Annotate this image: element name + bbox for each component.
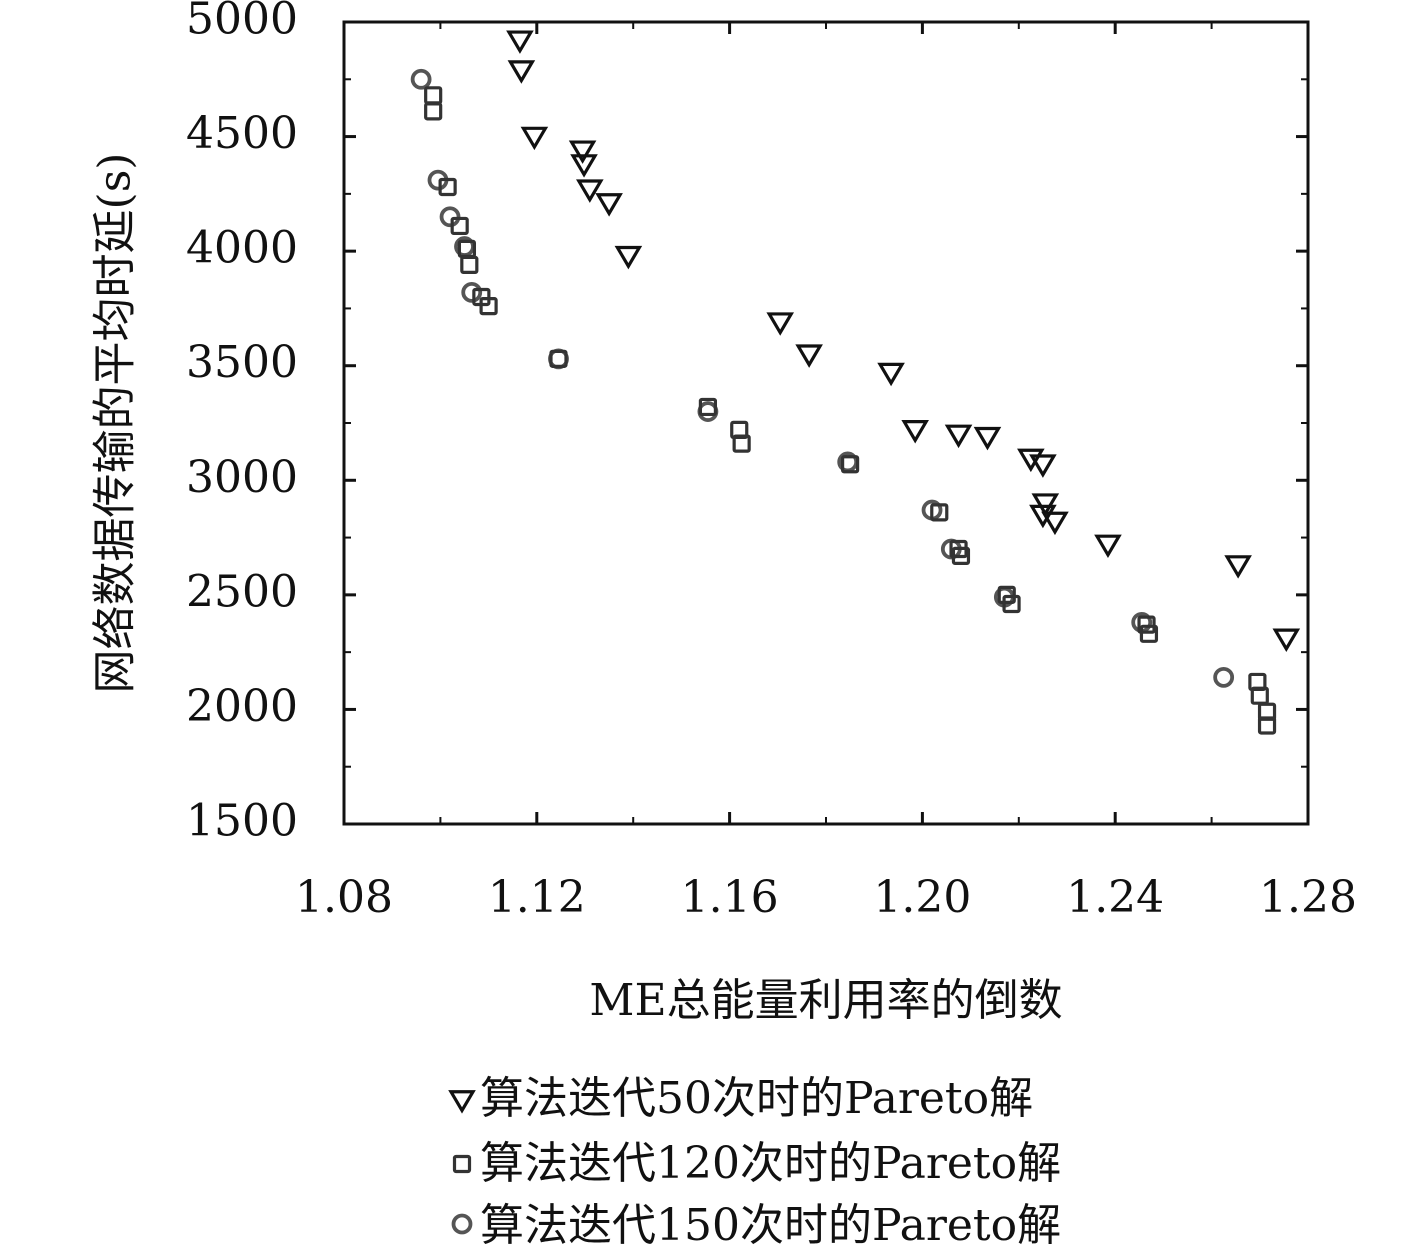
legend: 算法迭代50次时的Pareto解 算法迭代120次时的Pareto解 算法迭代1… <box>448 1073 1061 1251</box>
data-point-square <box>479 297 498 316</box>
data-point-circle <box>410 68 432 90</box>
y-tick-label: 3500 <box>186 337 298 388</box>
x-tick-label: 1.20 <box>873 872 971 923</box>
data-point-triangle-down <box>1272 628 1301 652</box>
plot-frame <box>342 20 1310 826</box>
x-tick-label: 1.16 <box>681 872 779 923</box>
data-point-triangle-down <box>795 344 823 368</box>
y-axis-label: 网络数据传输的平均时延(s) <box>90 153 141 694</box>
data-point-square <box>1137 615 1156 634</box>
data-point-triangle-down <box>1017 448 1045 473</box>
x-tick-label: 1.12 <box>488 872 586 923</box>
data-point-triangle-down <box>877 362 905 387</box>
data-point-square <box>1002 594 1021 614</box>
series-triangle-down <box>506 30 1301 652</box>
data-point-triangle-down <box>520 126 549 151</box>
data-point-triangle-down <box>506 30 534 54</box>
data-point-square <box>438 177 457 197</box>
data-point-square <box>698 397 718 417</box>
axis-ticks <box>342 20 1310 826</box>
data-point-triangle-down <box>1031 493 1060 517</box>
data-point-triangle-down <box>1094 534 1122 559</box>
data-point-triangle-down <box>507 60 536 84</box>
data-point-triangle-down <box>1029 454 1057 478</box>
data-point-square <box>460 255 479 274</box>
data-point-circle <box>461 281 483 303</box>
data-point-triangle-down <box>901 420 929 444</box>
data-point-triangle-down <box>576 179 604 203</box>
data-point-triangle-down <box>1224 555 1252 579</box>
series-square <box>424 86 1277 735</box>
data-point-square <box>1139 624 1159 643</box>
legend-marker-square-icon <box>452 1154 472 1174</box>
data-point-triangle-down <box>944 424 973 449</box>
data-point-square <box>732 434 751 453</box>
data-point-square <box>951 546 971 566</box>
data-point-triangle-down <box>570 154 598 178</box>
data-point-triangle-down <box>766 312 795 336</box>
data-point-square <box>450 216 469 236</box>
data-point-square <box>1257 716 1277 735</box>
data-point-triangle-down <box>568 140 597 164</box>
x-tick-labels: 1.08 1.12 1.16 1.20 1.24 1.28 <box>295 872 1357 923</box>
x-tick-label: 1.08 <box>295 872 393 923</box>
y-tick-label: 1500 <box>186 796 298 847</box>
y-tick-label: 4500 <box>186 108 298 159</box>
y-tick-label: 2000 <box>186 681 298 732</box>
y-tick-label: 5000 <box>186 0 298 45</box>
legend-label-120: 算法迭代120次时的Pareto解 <box>480 1138 1061 1189</box>
x-axis-label: ME总能量利用率的倒数 <box>589 975 1062 1026</box>
data-point-triangle-down <box>1041 511 1069 536</box>
data-points <box>410 30 1301 735</box>
data-point-circle <box>439 206 461 228</box>
legend-square-mark <box>452 1154 472 1174</box>
y-tick-label: 2500 <box>186 566 298 617</box>
data-point-triangle-down <box>614 245 643 270</box>
legend-label-150: 算法迭代150次时的Pareto解 <box>480 1200 1061 1251</box>
data-point-square <box>424 102 443 121</box>
data-point-square <box>997 585 1016 604</box>
legend-circle-mark <box>451 1213 473 1235</box>
series-circle <box>410 68 1235 688</box>
x-tick-label: 1.28 <box>1259 872 1357 923</box>
data-point-square <box>424 86 443 105</box>
data-point-triangle-down <box>1029 504 1057 529</box>
data-point-square <box>549 349 568 368</box>
x-tick-label: 1.24 <box>1066 872 1164 923</box>
y-tick-label: 4000 <box>186 223 298 274</box>
y-tick-labels: 1500 2000 2500 3000 3500 4000 4500 5000 <box>186 0 298 847</box>
data-point-square <box>840 455 860 474</box>
legend-label-50: 算法迭代50次时的Pareto解 <box>480 1073 1033 1124</box>
data-point-circle <box>1213 666 1235 688</box>
legend-triangle-down-mark <box>448 1090 476 1114</box>
legend-marker-circle-icon <box>451 1213 473 1235</box>
data-point-triangle-down <box>973 426 1002 451</box>
data-point-triangle-down <box>595 193 623 217</box>
y-tick-label: 3000 <box>186 452 298 503</box>
data-point-square <box>930 503 949 522</box>
legend-marker-triangle-icon <box>448 1090 476 1114</box>
